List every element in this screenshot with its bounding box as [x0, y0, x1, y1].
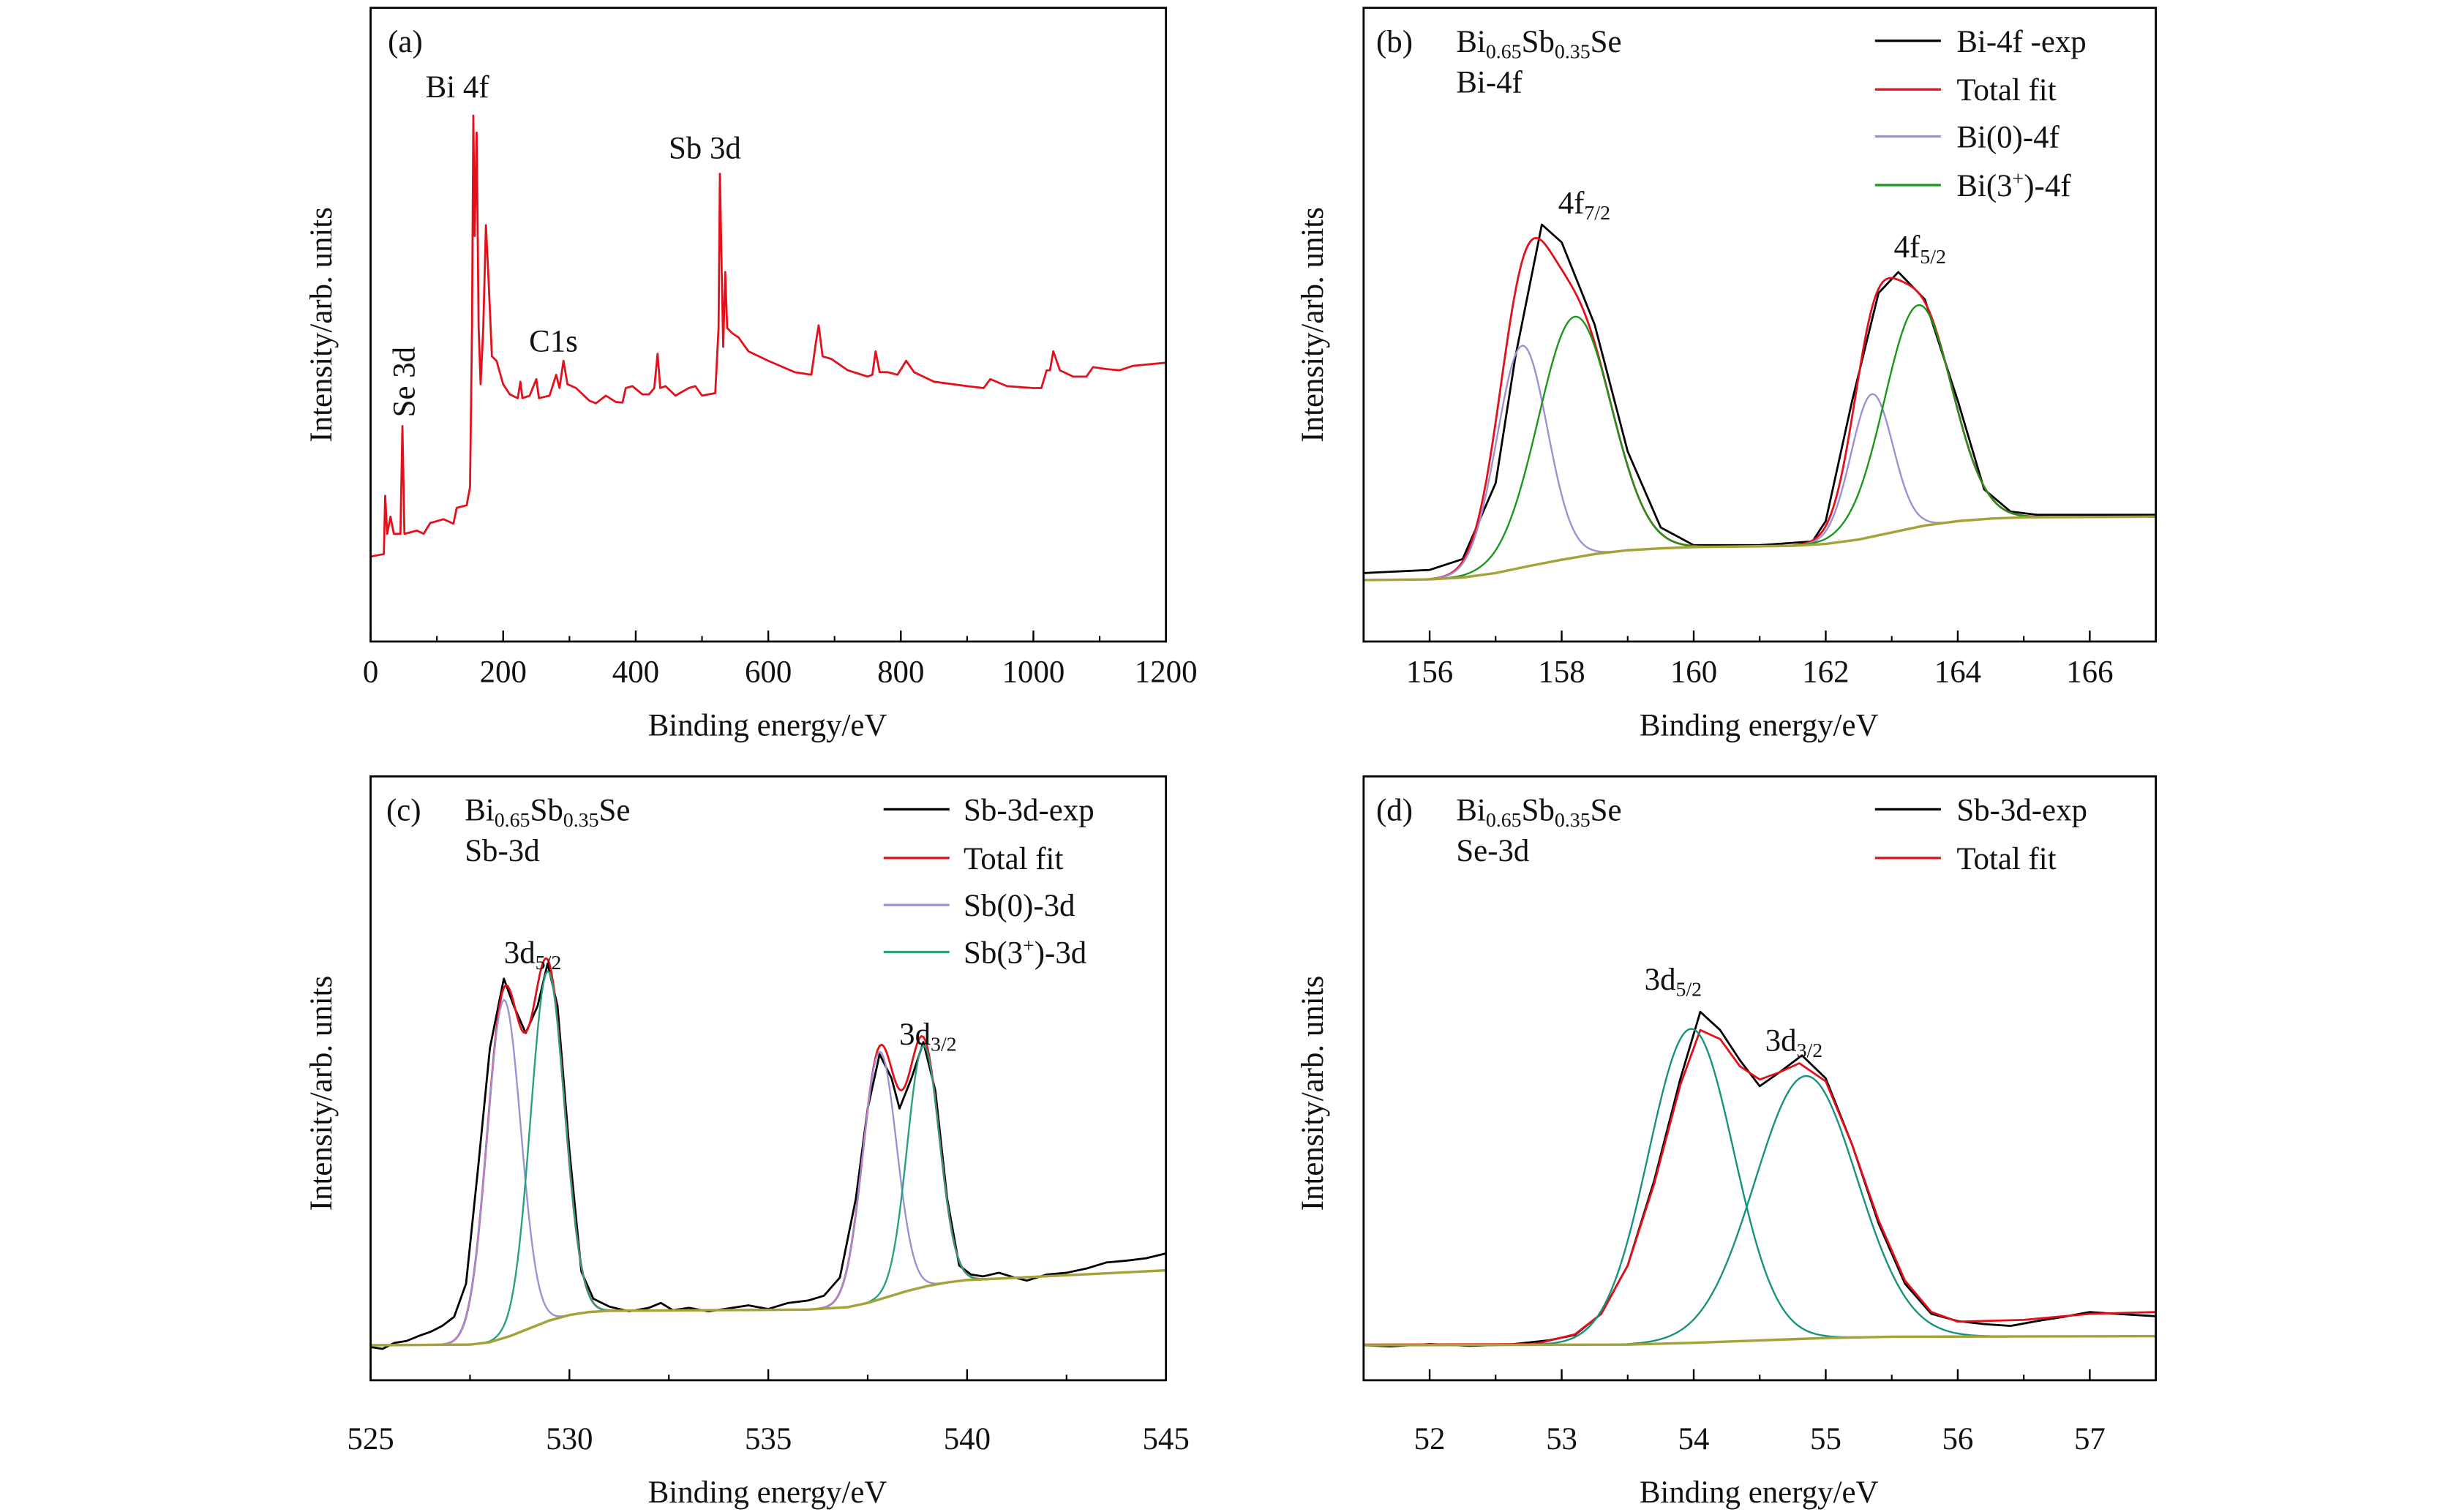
fit-component-line	[1363, 304, 2156, 582]
panel-d-subtitle: Se-3d	[1456, 834, 1529, 868]
x-tick-label: 164	[1934, 655, 1981, 690]
x-tick-label: 55	[1810, 1422, 1841, 1456]
background-line	[1363, 515, 2156, 582]
x-tick-label: 1200	[1135, 655, 1198, 690]
panel-a: 0 200 400 600 800 1000 1200 (a) Bi 4f Sb 3d C1…	[304, 7, 1198, 743]
x-tick-label: 800	[877, 655, 924, 690]
legend-label-bi0: Bi(0)-4f	[1956, 121, 2060, 155]
fit-component-line	[1363, 393, 2156, 582]
panel-d-ylabel: Intensity/arb. units	[1296, 976, 1330, 1211]
total-fit-line	[1363, 1028, 2156, 1346]
fit-component-line	[370, 970, 1166, 1347]
panel-b: 156 158 160 162 164 166 (b) Bi0.65Sb0.35Se Bi…	[1296, 7, 2158, 743]
fit-component-line	[1363, 315, 2156, 582]
panel-d-xlabel: Binding energy/eV	[1640, 1475, 1879, 1510]
x-tick-label: 540	[944, 1422, 991, 1456]
annotation-c1s: C1s	[529, 324, 578, 358]
legend-label-exp: Bi-4f -exp	[1956, 25, 2086, 59]
annotation-4f52: 4f5/2	[1894, 230, 1946, 269]
spectrum-line	[370, 114, 1166, 558]
x-tick-label: 160	[1670, 655, 1717, 690]
x-tick-label: 57	[2074, 1422, 2106, 1456]
annotation-se-3d: Se 3d	[388, 347, 422, 417]
panel-b-subtitle: Bi-4f	[1456, 66, 1523, 100]
x-tick-label: 52	[1414, 1422, 1446, 1456]
x-tick-label: 200	[480, 655, 527, 690]
panel-b-legend: Bi-4f -exp Total fit Bi(0)-4f Bi(3+)-4f	[1874, 25, 2087, 203]
annotation-3d32: 3d3/2	[1765, 1024, 1822, 1063]
panel-c-subtitle: Sb-3d	[465, 834, 539, 868]
legend-label-exp: Sb-3d-exp	[964, 793, 1095, 827]
curves	[1363, 223, 2156, 582]
panel-c-legend: Sb-3d-exp Total fit Sb(0)-3d Sb(3+)-3d	[883, 793, 1095, 971]
x-tick-label: 535	[745, 1422, 792, 1456]
curves	[370, 957, 1166, 1350]
bi-4f-exp-line	[1363, 223, 2156, 574]
panel-b-xlabel: Binding energy/eV	[1640, 709, 1879, 743]
panel-d-plot: 52 53 54 55 56 57	[1362, 775, 2158, 1456]
panel-c-formula: Bi0.65Sb0.35Se	[465, 793, 630, 832]
x-tick-label: 56	[1942, 1422, 1974, 1456]
legend-label-total-fit: Total fit	[1956, 73, 2056, 108]
x-tick-label: 400	[612, 655, 659, 690]
curves	[370, 114, 1166, 558]
x-tick-label: 54	[1678, 1422, 1710, 1456]
panel-c: 525 530 535 540 545 (c) Bi0.65Sb0.35Se Sb-3d…	[304, 775, 1190, 1510]
panel-a-label: (a)	[388, 25, 423, 59]
legend-label-sb0: Sb(0)-3d	[964, 889, 1075, 923]
annotation-bi-4f: Bi 4f	[426, 70, 490, 105]
panel-c-ylabel: Intensity/arb. units	[304, 976, 339, 1211]
x-tick-label: 156	[1406, 655, 1453, 690]
annotation-3d32: 3d3/2	[899, 1018, 956, 1056]
legend-label-total-fit: Total fit	[964, 842, 1063, 876]
panel-d-label: (d)	[1376, 793, 1413, 827]
annotation-3d52: 3d5/2	[504, 936, 561, 975]
panel-c-xlabel: Binding energy/eV	[648, 1475, 887, 1510]
annotation-sb-3d: Sb 3d	[669, 132, 741, 166]
legend-label-bi3: Bi(3+)-4f	[1956, 168, 2071, 203]
panel-a-ylabel: Intensity/arb. units	[304, 207, 339, 443]
x-tick-label: 600	[745, 655, 792, 690]
x-tick-label: 525	[347, 1422, 394, 1456]
x-tick-label: 545	[1143, 1422, 1190, 1456]
panel-c-label: (c)	[386, 793, 421, 827]
total-fit-line	[370, 957, 1166, 1347]
panel-b-ylabel: Intensity/arb. units	[1296, 207, 1330, 443]
panel-d-formula: Bi0.65Sb0.35Se	[1456, 793, 1621, 832]
panel-b-label: (b)	[1376, 25, 1413, 59]
legend-label-exp: Sb-3d-exp	[1956, 793, 2087, 827]
x-tick-label: 0	[363, 655, 378, 690]
legend-label-sb3: Sb(3+)-3d	[964, 935, 1086, 971]
curves	[1363, 1010, 2156, 1348]
fit-component-line	[1363, 1028, 2156, 1347]
annotation-4f72: 4f7/2	[1558, 187, 1610, 225]
x-tick-label: 158	[1538, 655, 1585, 690]
legend-label-total-fit: Total fit	[1956, 842, 2056, 876]
panel-d-legend: Sb-3d-exp Total fit	[1874, 793, 2087, 876]
background-line	[1363, 1334, 2156, 1347]
annotation-3d52: 3d5/2	[1645, 963, 1702, 1001]
sb-3d-exp-line	[370, 962, 1166, 1350]
background-line	[370, 1268, 1166, 1347]
x-tick-label: 530	[546, 1422, 593, 1456]
x-tick-label: 162	[1802, 655, 1849, 690]
x-tick-label: 53	[1546, 1422, 1577, 1456]
panel-c-plot: 525 530 535 540 545	[347, 775, 1190, 1456]
x-tick-label: 166	[2066, 655, 2113, 690]
panel-a-plot: 0 200 400 600 800 1000 1200	[363, 7, 1198, 690]
fit-component-line	[1363, 1075, 2156, 1347]
panel-b-plot: 156 158 160 162 164 166	[1362, 7, 2158, 690]
sb-3d-exp-line	[1363, 1010, 2156, 1348]
panel-d: 52 53 54 55 56 57 (d) Bi0.65Sb0.35Se Se-3d 3d…	[1296, 775, 2158, 1510]
panel-b-formula: Bi0.65Sb0.35Se	[1456, 25, 1621, 64]
x-tick-label: 1000	[1002, 655, 1065, 690]
panel-a-xlabel: Binding energy/eV	[648, 709, 887, 743]
total-fit-line	[1363, 236, 2156, 582]
